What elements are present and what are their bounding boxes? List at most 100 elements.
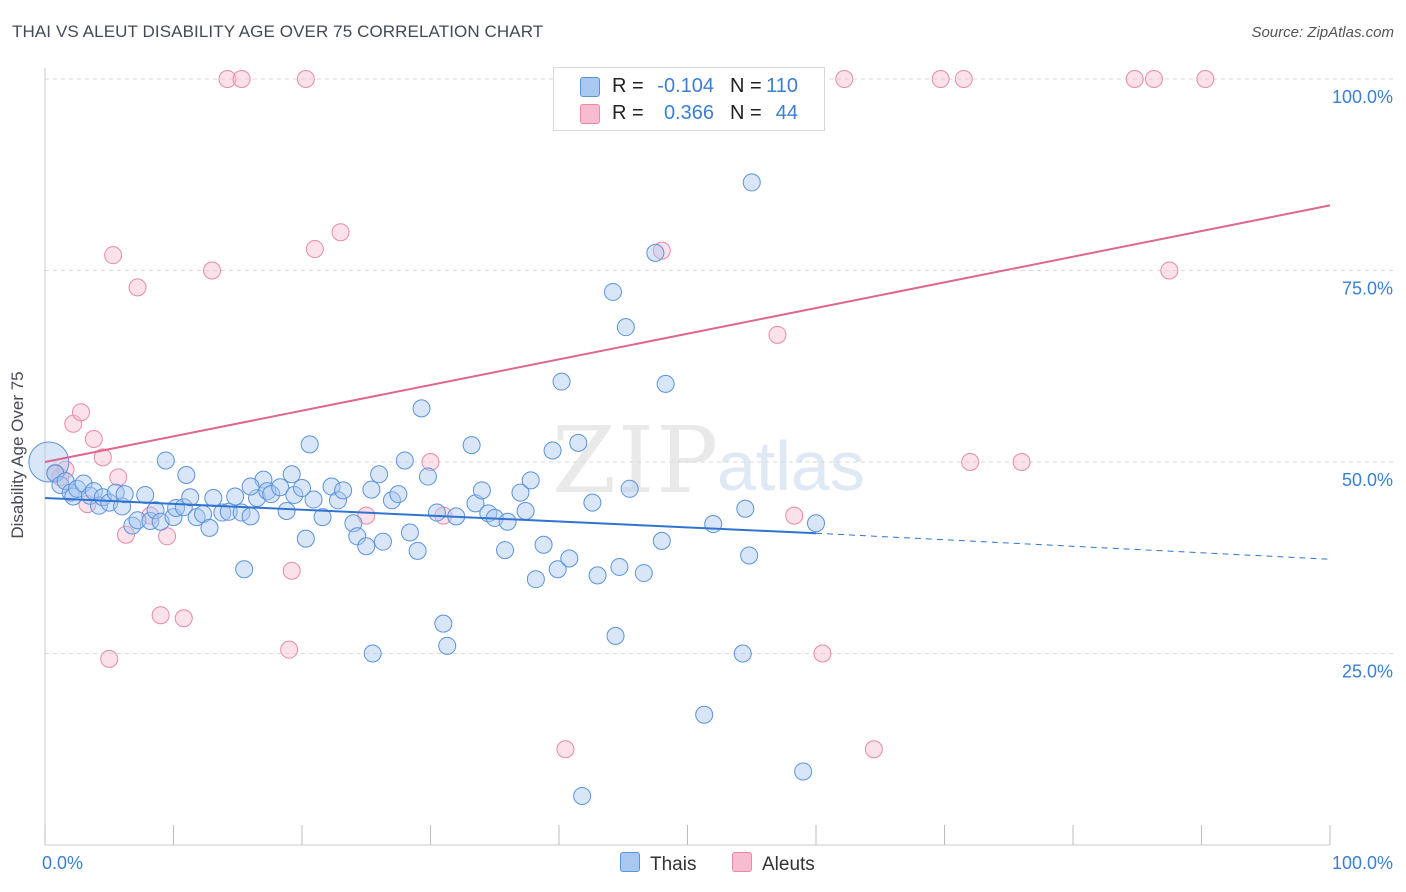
thais-point — [569, 433, 588, 452]
thais-point — [412, 399, 431, 418]
thais-point — [634, 564, 653, 583]
legend-label-aleuts: Aleuts — [762, 854, 815, 875]
thais-point — [146, 501, 165, 520]
thais-point — [328, 491, 347, 510]
thais-point — [235, 560, 254, 579]
aleuts-point — [835, 70, 854, 88]
aleuts-point — [296, 70, 315, 88]
aleuts-point — [84, 430, 103, 449]
legend-item-thais[interactable]: Thais — [620, 852, 696, 876]
r-label: R = — [612, 75, 644, 97]
r-value: 0.366 — [663, 102, 714, 124]
thais-point — [362, 480, 381, 499]
y-tick-label: 50.0% — [1342, 470, 1393, 490]
thais-point — [293, 479, 311, 498]
aleuts-point — [813, 644, 832, 663]
thais-point — [438, 636, 457, 655]
thais-point — [370, 465, 389, 484]
n-label: N = — [730, 102, 762, 124]
aleuts-point — [280, 640, 299, 659]
aleuts-point — [421, 453, 440, 471]
aleuts-swatch — [580, 104, 600, 124]
legend-item-aleuts[interactable]: Aleuts — [732, 852, 815, 876]
thais-point — [560, 549, 579, 568]
trend-lines — [44, 204, 1331, 560]
y-tick-label: 25.0% — [1342, 662, 1393, 682]
thais-point — [296, 529, 315, 548]
thais-point — [304, 490, 323, 509]
thais-point — [277, 502, 296, 521]
aleuts-point — [1160, 261, 1179, 280]
thais-point — [742, 173, 761, 192]
thais-trend-extension — [815, 532, 1331, 560]
thais-point — [583, 493, 602, 512]
thais-point — [588, 566, 607, 585]
thais-point — [389, 485, 408, 504]
thais-point — [123, 516, 142, 535]
aleuts-point — [93, 448, 112, 467]
thais-point — [620, 479, 639, 498]
thais-point — [466, 494, 485, 513]
thais-point — [357, 537, 376, 556]
aleuts-point — [931, 70, 950, 88]
thais-swatch — [620, 852, 640, 872]
thais-point — [204, 489, 223, 508]
chart-title: THAI VS ALEUT DISABILITY AGE OVER 75 COR… — [12, 22, 544, 41]
x-tick-label-max: 100.0% — [1332, 853, 1393, 873]
thais-point — [646, 243, 665, 262]
stats-row-aleuts: R = 0.366 N = 44 — [554, 101, 824, 127]
aleuts-point — [1144, 70, 1163, 88]
thais-point — [543, 441, 562, 460]
aleuts-point — [1125, 70, 1144, 88]
aleuts-swatch — [732, 852, 752, 872]
aleuts-point — [232, 70, 251, 88]
thais-point — [552, 372, 571, 391]
aleuts-point — [71, 403, 90, 422]
aleuts-point — [128, 278, 147, 297]
thais-point — [241, 477, 260, 496]
thais-point — [616, 318, 635, 337]
y-tick-label: 100.0% — [1332, 87, 1393, 107]
thais-point — [516, 502, 535, 521]
thais-point — [534, 535, 553, 554]
aleuts-point — [305, 240, 324, 259]
thais-point — [348, 527, 367, 546]
thais-point — [736, 499, 755, 518]
thais-point — [46, 464, 65, 483]
aleuts-point — [768, 325, 787, 344]
aleuts-point — [961, 453, 980, 471]
thais-point — [373, 532, 392, 551]
r-value: -0.104 — [657, 75, 714, 97]
aleuts-point — [203, 261, 222, 280]
thais-point — [511, 483, 530, 502]
thais-point — [652, 531, 671, 550]
thais-point — [213, 503, 232, 522]
thais-point — [241, 507, 260, 526]
aleuts-point — [100, 649, 119, 668]
watermark-zip: ZIP — [552, 407, 720, 514]
thais-trend-line — [44, 497, 817, 535]
thais-point — [141, 511, 160, 530]
aleuts-point — [174, 609, 193, 628]
aleuts-point — [954, 70, 973, 88]
aleuts-point — [218, 70, 237, 88]
thais-point — [300, 435, 319, 454]
aleuts-trend-line — [44, 204, 1331, 463]
stats-row-thais: R = -0.104 N = 110 — [554, 74, 824, 100]
aleuts-point — [556, 740, 575, 759]
thais-swatch — [580, 77, 600, 97]
thais-point — [285, 485, 304, 504]
thais-point — [427, 503, 446, 522]
thais-point — [262, 485, 281, 504]
thais-point — [794, 762, 813, 781]
n-label: N = — [730, 75, 762, 97]
thais-point — [313, 508, 332, 527]
thais-point — [472, 481, 491, 500]
aleuts-point — [116, 525, 135, 544]
aleuts-point — [282, 561, 301, 580]
thais-point — [181, 488, 200, 507]
watermark-atlas: atlas — [717, 427, 865, 505]
aleuts-point — [109, 468, 128, 487]
thais-point — [115, 485, 134, 504]
